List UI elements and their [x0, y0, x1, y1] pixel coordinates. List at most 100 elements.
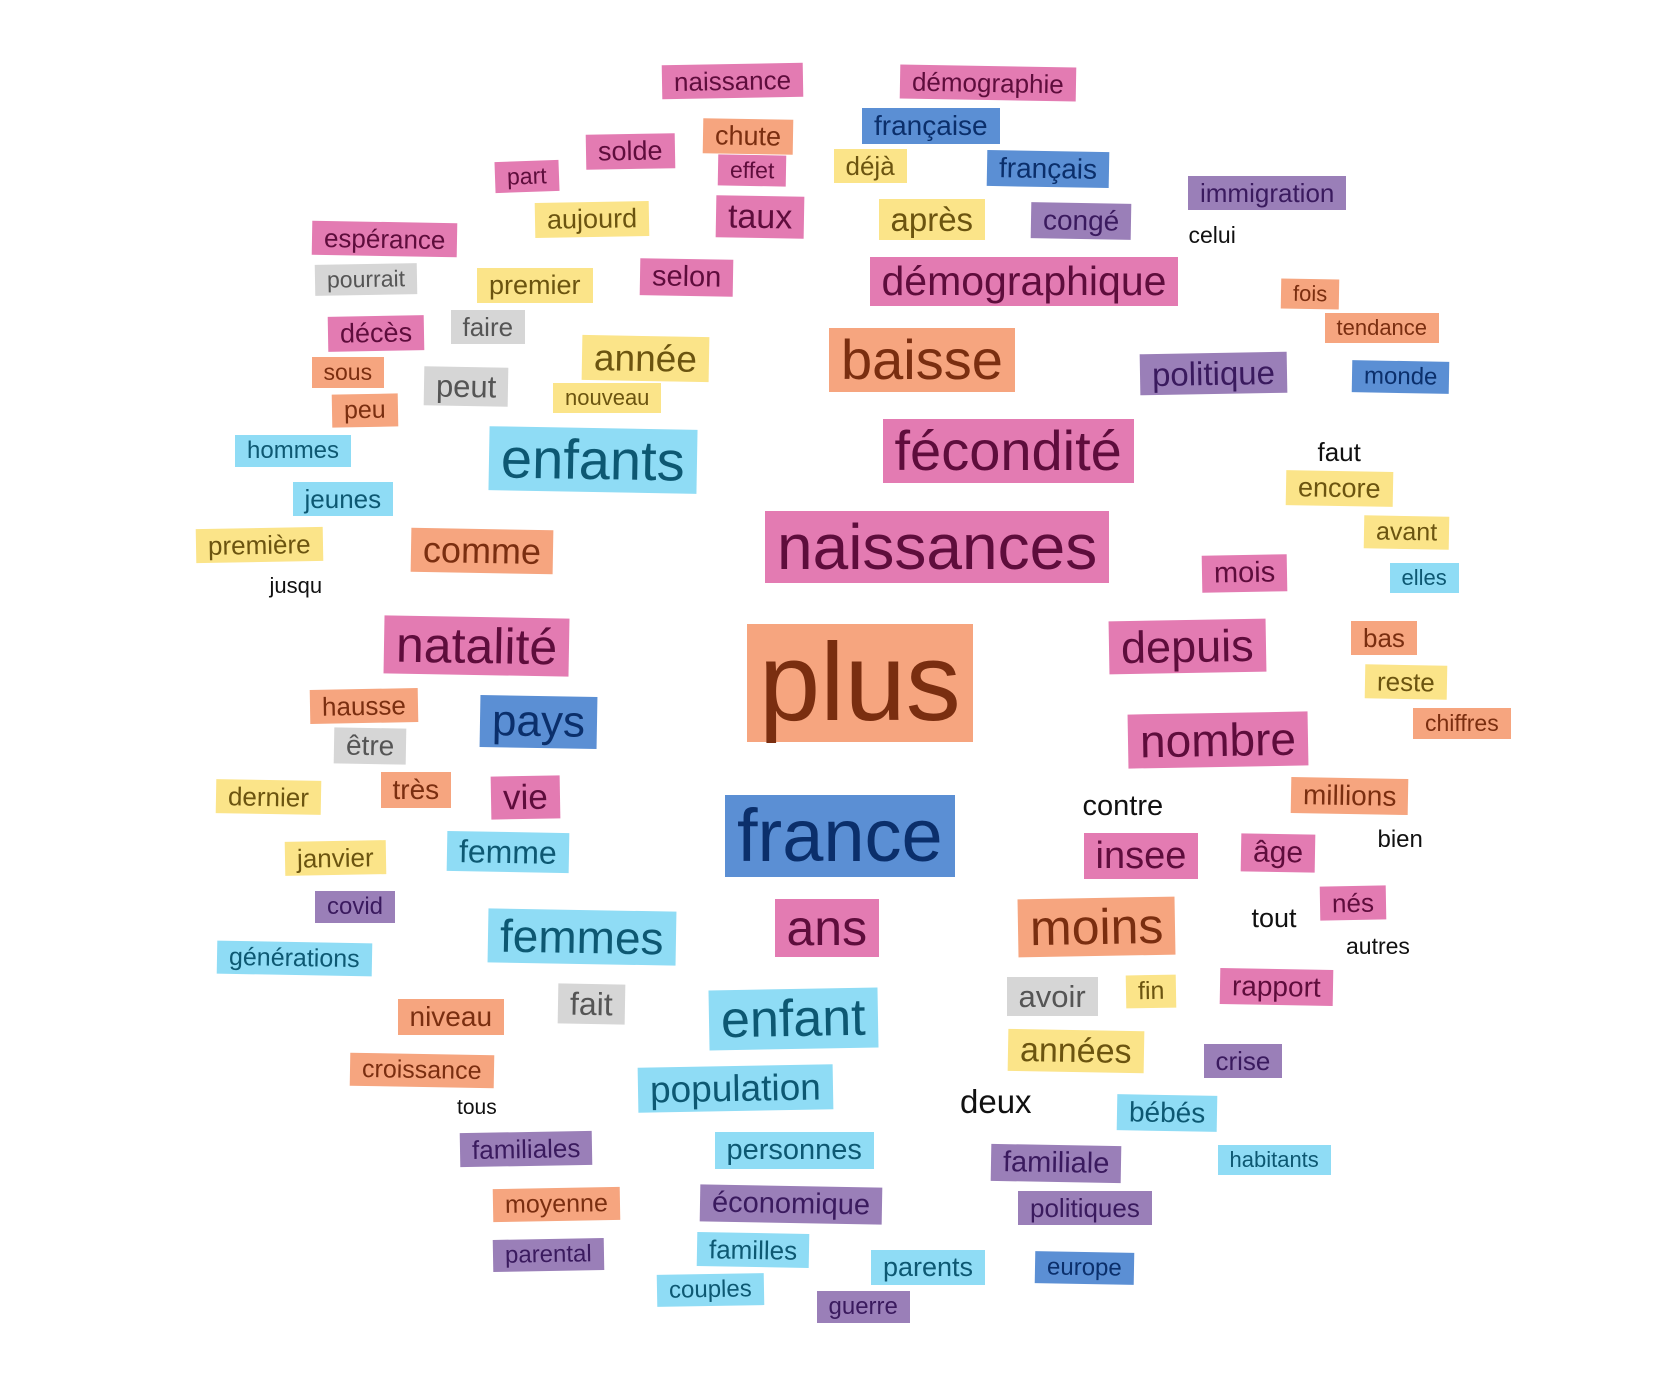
word-naissances: naissances: [765, 511, 1110, 583]
word-millions: millions: [1290, 776, 1409, 816]
word-familles: familles: [696, 1232, 810, 1268]
word-enfants: enfants: [488, 426, 698, 494]
word-dernier: dernier: [215, 779, 321, 815]
word-bas: bas: [1351, 621, 1417, 655]
word-taux: taux: [715, 195, 805, 239]
word-covid: covid: [315, 891, 396, 923]
word-peu: peu: [331, 392, 399, 428]
word-selon: selon: [639, 257, 734, 297]
word-tout: tout: [1251, 902, 1297, 933]
word-baisse: baisse: [829, 328, 1015, 392]
word-avoir: avoir: [1006, 976, 1098, 1016]
word-reste: reste: [1364, 664, 1448, 700]
word-mois: mois: [1201, 553, 1288, 593]
word-hommes: hommes: [235, 435, 352, 467]
word-apres: après: [878, 198, 986, 240]
word-nes: nés: [1319, 885, 1387, 921]
word-faire: faire: [450, 310, 526, 344]
word-crise: crise: [1203, 1044, 1283, 1078]
word-aujourd: aujourd: [534, 200, 650, 238]
word-parental: parental: [492, 1238, 604, 1272]
word-tres: très: [380, 772, 452, 808]
word-annees: années: [1007, 1028, 1144, 1074]
word-pays: pays: [479, 694, 597, 750]
word-niveau: niveau: [397, 999, 505, 1035]
word-premiere: première: [195, 526, 323, 564]
word-deux: deux: [960, 1082, 1032, 1120]
word-rapport: rapport: [1219, 968, 1333, 1006]
word-solde: solde: [585, 132, 675, 170]
word-autres: autres: [1346, 932, 1410, 959]
word-deja: déjà: [833, 149, 907, 183]
word-europe: europe: [1034, 1251, 1134, 1285]
word-insee: insee: [1083, 833, 1199, 879]
word-age: âge: [1240, 833, 1316, 873]
word-sous: sous: [311, 356, 385, 388]
word-fait: fait: [557, 983, 625, 1025]
word-enfant: enfant: [707, 987, 878, 1051]
word-esperance: espérance: [311, 220, 458, 258]
word-naissance: naissance: [661, 62, 803, 100]
word-tendance: tendance: [1324, 313, 1440, 343]
word-vie: vie: [490, 774, 560, 820]
word-peut: peut: [423, 365, 509, 407]
word-avant: avant: [1363, 514, 1449, 550]
word-chute: chute: [702, 117, 794, 155]
word-jeunes: jeunes: [292, 482, 394, 516]
word-economique: économique: [699, 1183, 883, 1225]
word-part: part: [494, 159, 560, 193]
word-parents: parents: [871, 1249, 986, 1285]
word-fin: fin: [1125, 974, 1177, 1008]
word-femme: femme: [446, 830, 570, 874]
word-guerre: guerre: [816, 1291, 910, 1323]
word-monde: monde: [1351, 360, 1450, 394]
word-janvier: janvier: [284, 840, 386, 876]
word-tous: tous: [457, 1095, 497, 1119]
word-pourrait: pourrait: [314, 262, 418, 296]
word-hausse: hausse: [309, 688, 419, 724]
word-fecondite: fécondité: [882, 419, 1134, 483]
word-etre: être: [333, 727, 407, 765]
word-politiques: politiques: [1018, 1191, 1152, 1225]
word-depuis: depuis: [1108, 618, 1266, 674]
word-comme: comme: [410, 527, 554, 575]
word-personnes: personnes: [714, 1131, 874, 1169]
word-encore: encore: [1285, 469, 1393, 507]
word-celui: celui: [1188, 221, 1236, 248]
word-bebes: bébés: [1116, 1094, 1218, 1132]
word-croissance: croissance: [349, 1052, 494, 1088]
word-nouveau: nouveau: [553, 383, 662, 413]
word-france: france: [725, 795, 955, 877]
word-fois: fois: [1280, 278, 1340, 310]
word-familiales: familiales: [459, 1130, 593, 1168]
word-familiale: familiale: [990, 1143, 1122, 1183]
word-chiffres: chiffres: [1413, 707, 1511, 739]
word-natalite: natalité: [383, 615, 570, 677]
word-elles: elles: [1389, 563, 1459, 593]
word-deces: décès: [327, 314, 425, 352]
word-moins: moins: [1017, 896, 1176, 958]
word-politique: politique: [1139, 351, 1287, 395]
word-nombre: nombre: [1127, 711, 1309, 769]
word-generations: générations: [216, 940, 372, 976]
word-femmes: femmes: [487, 908, 677, 966]
word-immigration: immigration: [1188, 176, 1347, 210]
word-bien: bien: [1377, 826, 1423, 853]
word-plus: plus: [747, 624, 973, 742]
word-effet: effet: [717, 153, 787, 187]
word-demographique: démographique: [869, 256, 1179, 306]
word-ans: ans: [774, 899, 880, 957]
word-jusqu: jusqu: [269, 573, 323, 598]
word-francais: français: [986, 149, 1110, 189]
word-population: population: [637, 1063, 833, 1113]
word-annee: année: [581, 334, 709, 382]
word-demographie: démographie: [899, 64, 1077, 102]
word-contre: contre: [1082, 789, 1164, 822]
word-moyenne: moyenne: [492, 1186, 620, 1222]
word-habitants: habitants: [1217, 1145, 1331, 1175]
word-faut: faut: [1317, 437, 1361, 467]
word-premier: premier: [477, 267, 593, 303]
word-couples: couples: [656, 1273, 764, 1307]
word-francaise: française: [862, 108, 1000, 144]
